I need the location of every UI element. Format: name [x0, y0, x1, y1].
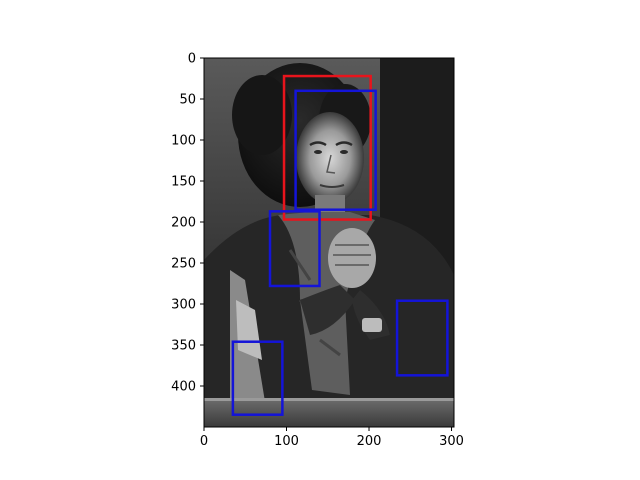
- x-tick-label: 100: [274, 434, 299, 449]
- y-tick-label: 50: [179, 93, 196, 108]
- x-tick-label: 0: [200, 434, 208, 449]
- grayscale-photo: [204, 58, 454, 427]
- axes-frame: [203, 57, 455, 428]
- y-tick-label: 200: [171, 216, 196, 231]
- face-detection-box: [282, 74, 372, 221]
- lower-left-box: [231, 340, 284, 416]
- y-tick-label: 150: [171, 175, 196, 190]
- x-axis: 0 100 200 300: [200, 427, 464, 449]
- y-tick-label: 350: [171, 339, 196, 354]
- bounding-boxes: [231, 74, 449, 416]
- x-tick-label: 300: [439, 434, 464, 449]
- y-tick-label: 400: [171, 380, 196, 395]
- x-tick-label: 200: [357, 434, 382, 449]
- y-tick-label: 300: [171, 298, 196, 313]
- y-axis: 0 50 100 150 200 250 300 350 400: [171, 52, 204, 395]
- y-tick-label: 250: [171, 257, 196, 272]
- right-edge-box: [395, 299, 449, 377]
- y-tick-label: 100: [171, 134, 196, 149]
- y-tick-label: 0: [188, 52, 196, 67]
- hands-box: [268, 210, 321, 288]
- face-box: [294, 89, 377, 211]
